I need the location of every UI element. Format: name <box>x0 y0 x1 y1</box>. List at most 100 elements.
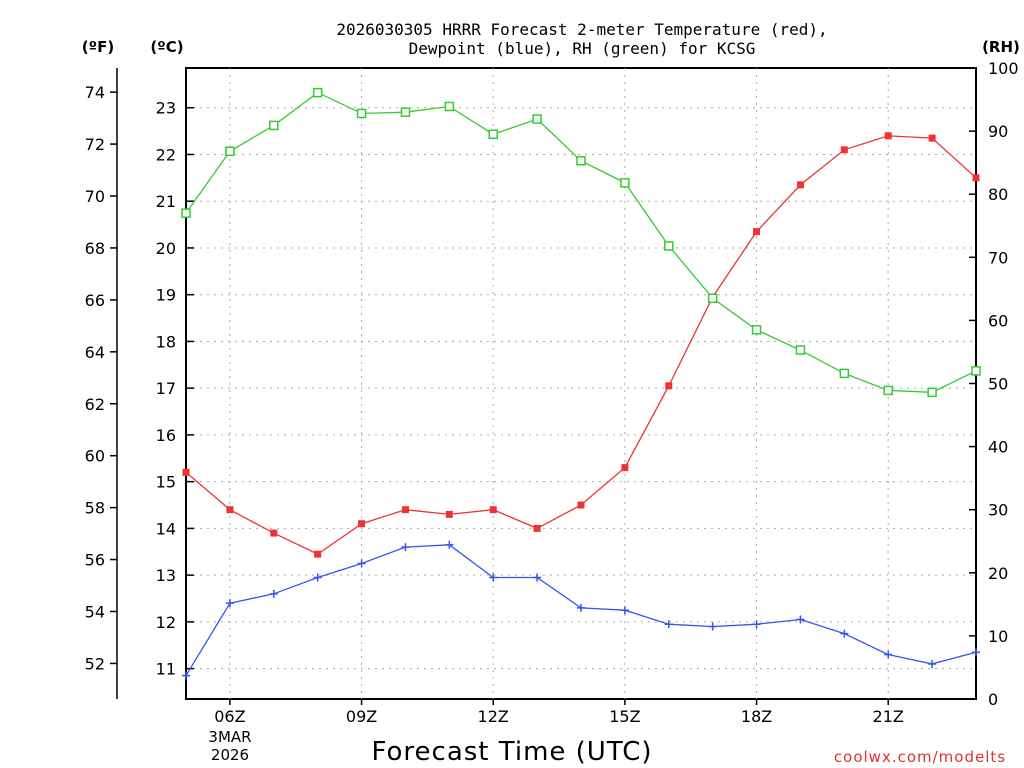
dewpoint-point <box>182 671 190 680</box>
rh-point <box>532 114 542 124</box>
rh-tick-label: 30 <box>988 501 1008 520</box>
rh-point <box>312 87 323 98</box>
temperature-point <box>621 464 629 472</box>
dewpoint-point <box>620 606 629 615</box>
temperature-point <box>270 529 278 537</box>
celsius-tick-label: 22 <box>156 145 176 164</box>
x-tick-label: 12Z <box>478 707 509 726</box>
rh-tick-label: 80 <box>988 185 1008 204</box>
fahrenheit-tick-label: 66 <box>85 291 105 310</box>
rh-point <box>225 146 235 157</box>
celsius-tick-label: 21 <box>156 192 176 211</box>
unit-rh-label: (RH) <box>982 38 1020 56</box>
rh-point <box>971 366 981 376</box>
rh-tick-label: 60 <box>988 311 1008 330</box>
date-year-label: 2026 <box>211 746 249 764</box>
dewpoint-point <box>533 573 542 582</box>
axis-ticks: 11 12 13 14 15 16 17 18 19 20 21 22 23 06Z 09Z 12Z 15Z 18… <box>85 59 1019 726</box>
x-tick-label: 15Z <box>609 707 640 726</box>
temperature-point <box>445 510 453 518</box>
x-tick-label: 09Z <box>346 707 377 726</box>
celsius-tick-label: 11 <box>156 660 176 679</box>
temperature-point <box>358 520 366 528</box>
celsius-tick-label: 12 <box>156 613 176 632</box>
temperature-point <box>314 550 322 558</box>
rh-point <box>269 120 279 131</box>
series-layer <box>181 87 981 680</box>
dewpoint-point <box>840 629 849 638</box>
fahrenheit-tick-label: 70 <box>85 187 105 206</box>
dewpoint-point <box>752 620 761 629</box>
celsius-tick-label: 17 <box>156 379 176 398</box>
date-month-label: 3MAR <box>208 728 251 746</box>
celsius-tick-label: 13 <box>156 566 176 585</box>
chart-title-line1: 2026030305 HRRR Forecast 2-meter Tempera… <box>336 20 827 39</box>
dewpoint-point <box>928 659 937 668</box>
unit-celsius-label: (ºC) <box>150 38 183 56</box>
rh-tick-label: 70 <box>988 248 1008 267</box>
celsius-tick-label: 19 <box>156 286 176 305</box>
rh-line <box>185 91 977 393</box>
dewpoint-point <box>796 615 805 624</box>
celsius-tick-label: 16 <box>156 426 176 445</box>
temperature-point <box>972 174 980 182</box>
source-credit: coolwx.com/modelts <box>834 748 1006 766</box>
temperature-point <box>928 134 936 142</box>
celsius-tick-label: 14 <box>156 519 176 538</box>
rh-tick-label: 10 <box>988 627 1008 646</box>
rh-point <box>576 156 586 166</box>
dewpoint-point <box>401 543 410 552</box>
fahrenheit-tick-label: 74 <box>85 83 105 102</box>
fahrenheit-tick-label: 60 <box>85 447 105 466</box>
dewpoint-point <box>357 559 366 568</box>
rh-point <box>181 208 191 218</box>
temperature-point <box>533 524 541 532</box>
dewpoint-point <box>225 599 234 608</box>
fahrenheit-tick-label: 72 <box>85 135 105 154</box>
x-tick-label: 18Z <box>741 707 772 726</box>
temperature-point <box>182 468 190 476</box>
temperature-point <box>753 228 761 236</box>
rh-point <box>488 129 498 140</box>
temperature-point <box>401 506 409 514</box>
dewpoint-point <box>972 648 980 657</box>
rh-point <box>927 387 937 398</box>
temperature-point <box>796 181 804 189</box>
temperature-point <box>489 506 497 514</box>
rh-point <box>400 107 411 117</box>
rh-point <box>664 241 674 251</box>
rh-point <box>356 108 367 119</box>
fahrenheit-tick-label: 68 <box>85 239 105 258</box>
rh-tick-label: 40 <box>988 438 1008 457</box>
rh-point <box>620 178 630 188</box>
dewpoint-point <box>445 540 454 549</box>
rh-tick-label: 50 <box>988 375 1008 394</box>
celsius-tick-label: 23 <box>156 99 176 118</box>
rh-tick-label: 100 <box>988 59 1019 78</box>
fahrenheit-tick-label: 56 <box>85 551 105 570</box>
fahrenheit-tick-label: 62 <box>85 395 105 414</box>
fahrenheit-tick-label: 64 <box>85 343 105 362</box>
temperature-point <box>226 506 234 514</box>
celsius-tick-label: 15 <box>156 473 176 492</box>
rh-tick-label: 20 <box>988 564 1008 583</box>
dewpoint-point <box>577 603 585 612</box>
temperature-line <box>185 135 977 555</box>
rh-tick-label: 90 <box>988 122 1008 141</box>
grid-lines <box>186 68 976 699</box>
temperature-point <box>884 132 892 140</box>
dewpoint-point <box>269 589 278 598</box>
celsius-tick-label: 18 <box>156 332 176 351</box>
rh-point <box>839 368 850 379</box>
x-tick-label: 06Z <box>214 707 245 726</box>
dewpoint-point <box>884 650 893 659</box>
chart-title-line2: Dewpoint (blue), RH (green) for KCSG <box>409 39 756 58</box>
rh-point <box>883 385 893 396</box>
x-tick-label: 21Z <box>873 707 904 726</box>
dewpoint-point <box>313 573 322 582</box>
rh-point <box>751 325 762 335</box>
rh-point <box>444 101 455 112</box>
x-axis-label: Forecast Time (UTC) <box>371 737 652 767</box>
